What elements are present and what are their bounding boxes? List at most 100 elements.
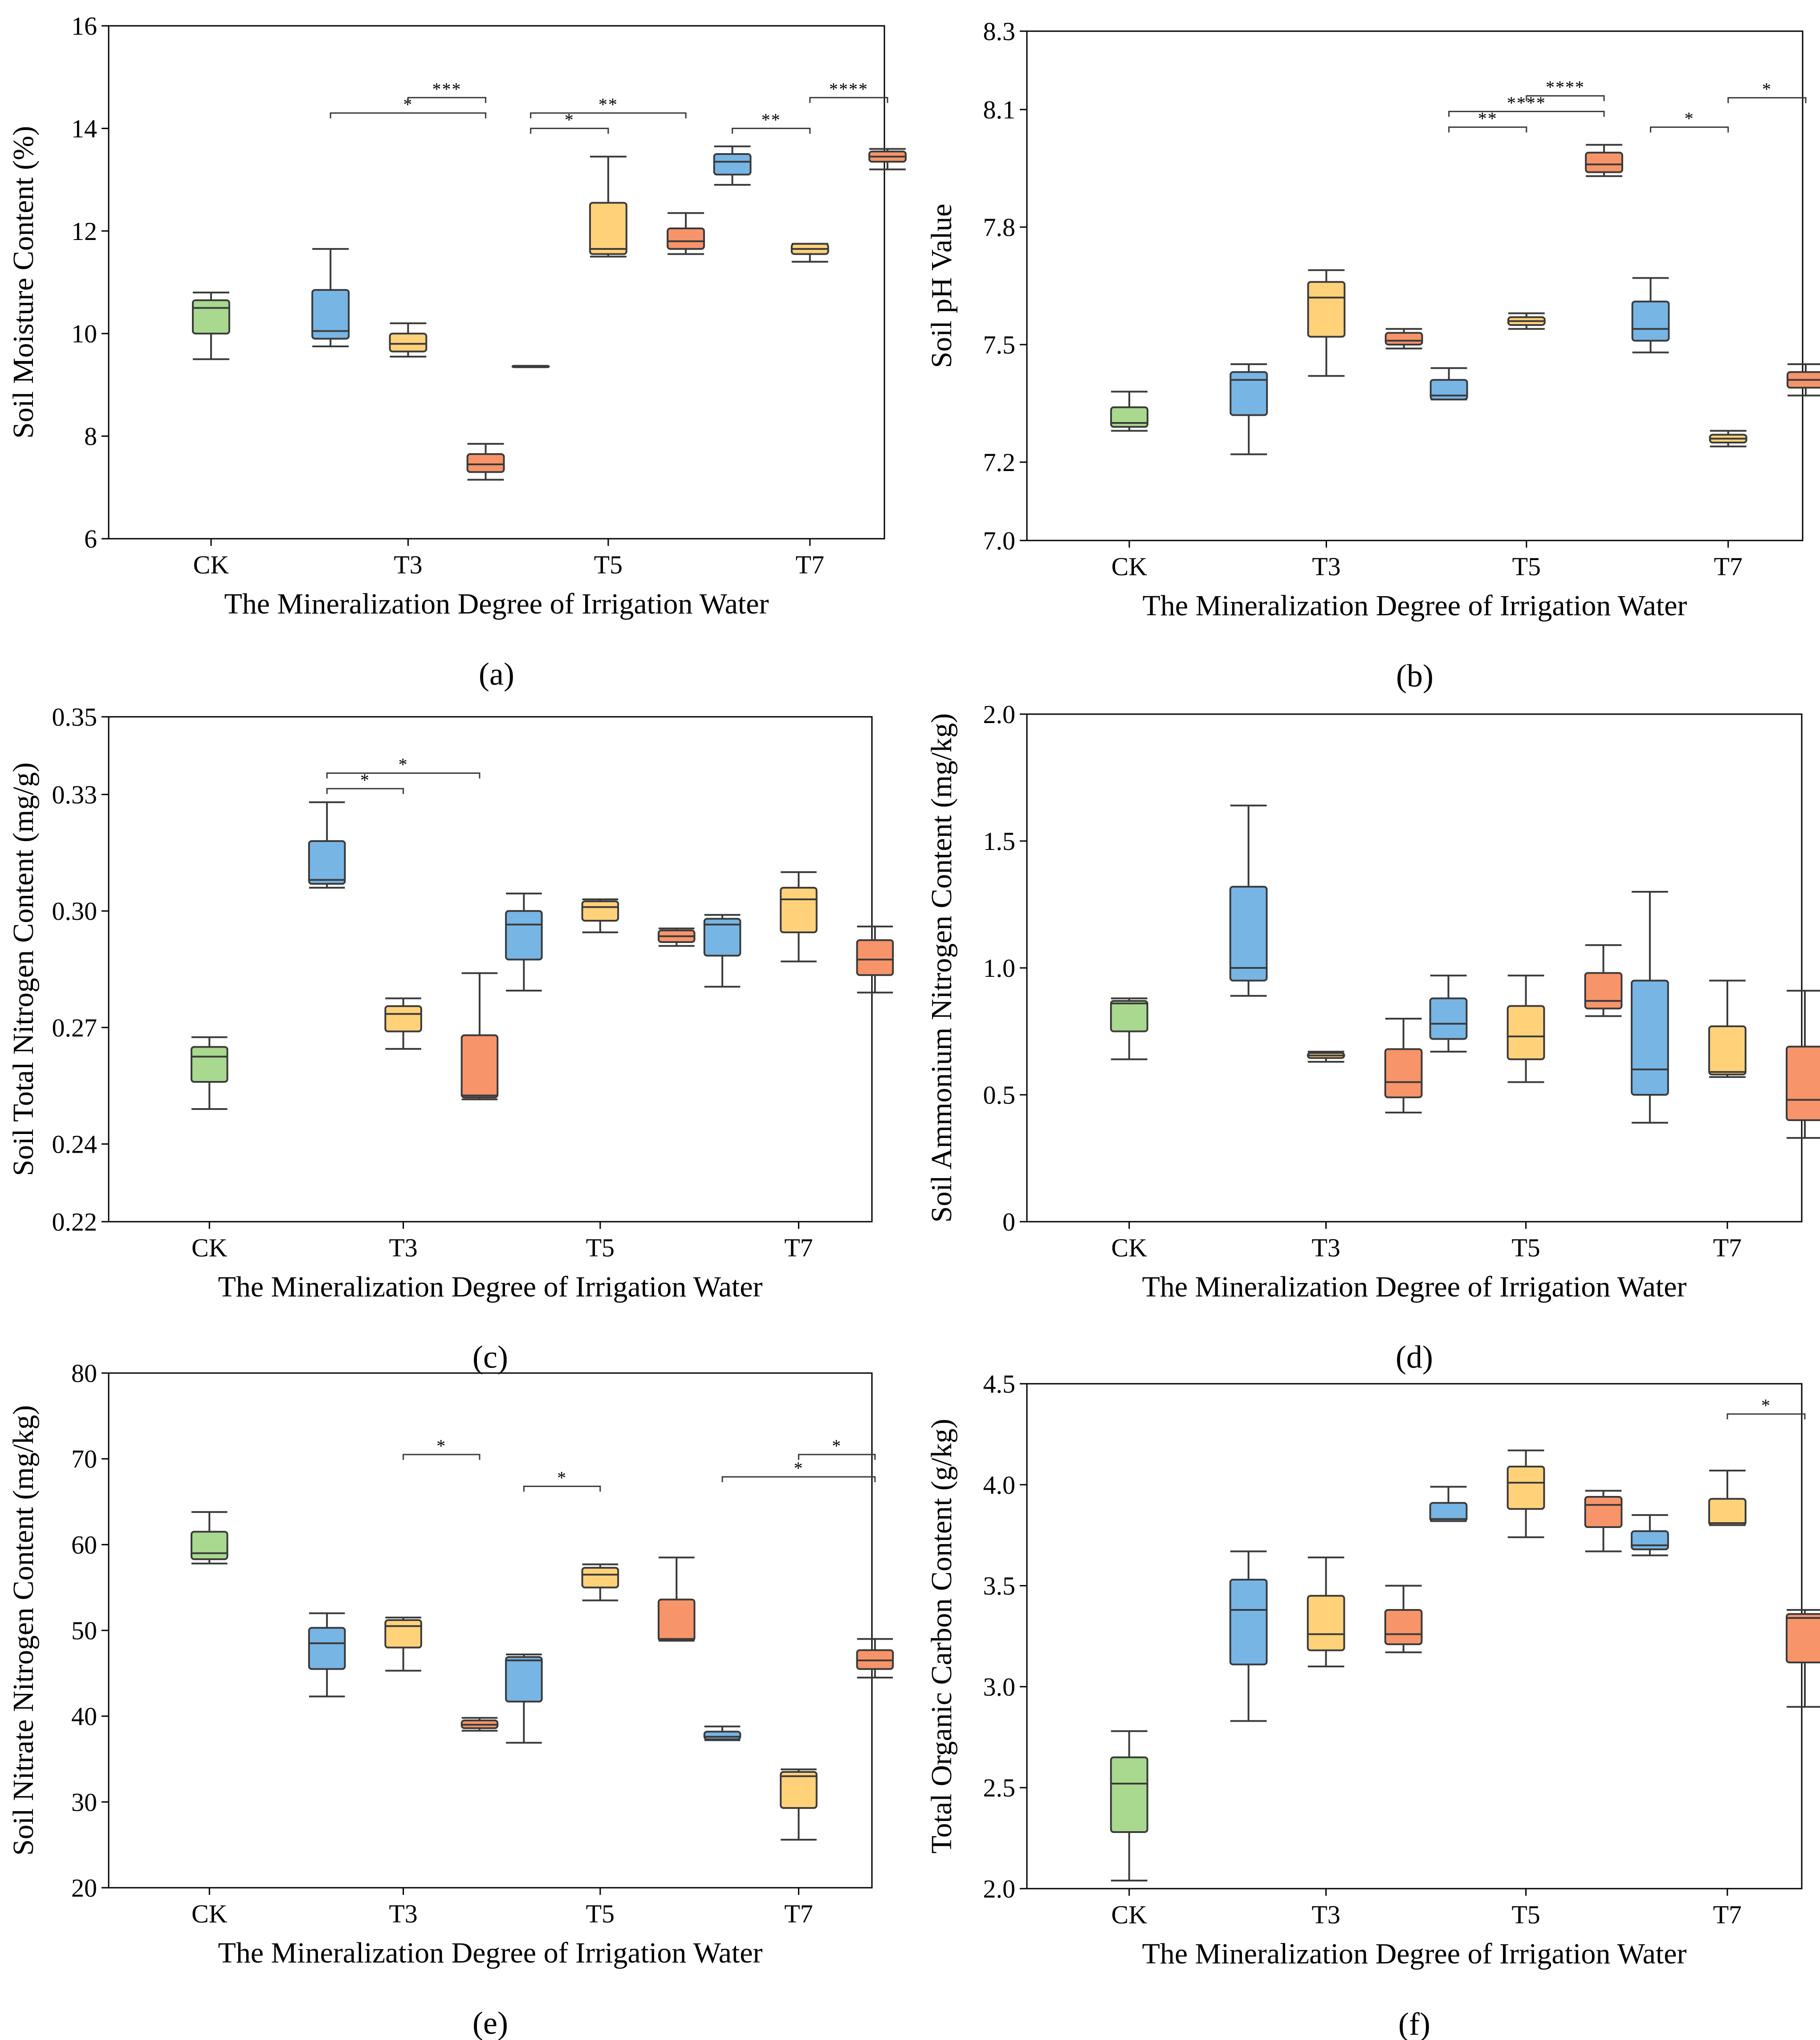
box-T5-S1 [511, 365, 550, 368]
bracket-line [1650, 126, 1729, 133]
panel-e: 20 30 40 50 60 70 80 CK T3 T5 T7 The Mineralization… [7, 1359, 894, 2040]
plot-frame [108, 25, 885, 540]
significance-label: * [1685, 109, 1694, 129]
box-body [460, 1034, 499, 1098]
y-tick-label: 4.0 [983, 1471, 1016, 1500]
box-T3-S1 [1229, 805, 1268, 997]
box-body [190, 1046, 228, 1083]
significance-label: * [565, 110, 574, 130]
box-body [1631, 979, 1669, 1096]
x-tick-label: CK [1111, 1900, 1147, 1929]
significance-bracket: ** [732, 110, 811, 134]
box-T7-S1 [713, 145, 752, 186]
bracket-line [798, 1454, 876, 1460]
box-T7-S3 [868, 148, 907, 171]
box-body [589, 202, 627, 255]
box-T7-S3 [856, 926, 894, 994]
box-T7-S2 [790, 243, 829, 263]
box-T3-S2 [389, 322, 428, 358]
y-axis-title: Soil Ammonium Nitrogen Content (mg/kg) [925, 713, 958, 1223]
box-body [1506, 1005, 1545, 1061]
plot-frame [1026, 30, 1804, 541]
box-body [581, 900, 619, 922]
box-T7-S3 [1786, 1609, 1820, 1708]
significance-bracket: * [721, 1458, 876, 1483]
significance-bracket: * [326, 770, 404, 794]
bracket-line [407, 97, 487, 103]
y-tick-label: 1.0 [983, 954, 1016, 983]
box-T5-S3 [1584, 1490, 1623, 1552]
y-tick-label: 7.5 [983, 330, 1016, 359]
box-body [505, 1656, 543, 1703]
box-T5-S2 [589, 155, 627, 258]
bracket-line [1448, 126, 1527, 133]
x-tick-label: CK [193, 550, 229, 579]
box-T5-S3 [657, 1556, 696, 1642]
significance-label: * [1761, 1395, 1771, 1415]
bracket-line [326, 772, 480, 779]
box-body [1506, 1465, 1545, 1510]
box-T5-S2 [581, 898, 619, 934]
y-tick-label: 20 [71, 1873, 97, 1902]
y-tick-label: 0.27 [52, 1013, 98, 1042]
significance-label: * [360, 770, 370, 790]
bracket-line [326, 788, 404, 794]
box-body [1110, 406, 1148, 428]
x-tick-label: T3 [389, 1899, 417, 1928]
box-T7-S2 [1708, 979, 1747, 1078]
x-tick-label: T3 [1312, 552, 1340, 581]
panel-d: 0 0.5 1.0 1.5 2.0 CK T3 T5 T7 The Mineralization … [925, 700, 1820, 1375]
x-tick-label: T7 [1713, 1233, 1742, 1262]
significance-bracket: * [330, 94, 487, 118]
box-T7-S2 [1709, 430, 1747, 447]
x-tick-label: CK [1112, 552, 1148, 581]
panel-b: 7.0 7.2 7.5 7.8 8.1 8.3 CK T3 T5 T7 The Mineraliza… [925, 17, 1820, 694]
x-tick-label: T7 [784, 1899, 813, 1928]
box-T3-S2 [1307, 269, 1346, 377]
box-T3-S2 [1307, 1051, 1345, 1063]
bracket-line [1726, 1413, 1806, 1420]
y-tick-label: 60 [71, 1530, 97, 1559]
panel-label: (a) [479, 656, 514, 692]
y-tick-label: 8.1 [983, 95, 1016, 124]
x-tick-label: T3 [1311, 1233, 1340, 1262]
x-tick-label: CK [191, 1233, 228, 1262]
x-axis-title: The Mineralization Degree of Irrigation … [1142, 1938, 1686, 1970]
box-T7-S3 [1786, 990, 1820, 1139]
significance-label: *** [432, 79, 462, 99]
y-tick-label: 0.30 [52, 897, 98, 926]
significance-label: **** [829, 79, 868, 99]
y-tick-label: 8 [84, 422, 97, 451]
bracket-line [732, 127, 811, 134]
x-axis-title: The Mineralization Degree of Irrigation … [218, 1271, 762, 1303]
x-tick-label: CK [1111, 1233, 1147, 1262]
box-T5-S2 [1506, 1449, 1545, 1538]
x-tick-label: T7 [796, 550, 824, 579]
y-tick-label: 4.5 [983, 1369, 1016, 1398]
significance-bracket: * [523, 1467, 601, 1492]
box-T5-S2 [581, 1563, 619, 1601]
x-tick-label: T7 [784, 1233, 813, 1262]
y-tick-label: 2.0 [983, 700, 1016, 729]
panel-label: (d) [1396, 1339, 1433, 1375]
significance-label: * [403, 94, 413, 114]
x-axis-title: The Mineralization Degree of Irrigation … [218, 1937, 762, 1969]
y-tick-label: 0.22 [52, 1207, 98, 1236]
box-T5-S1 [505, 892, 543, 992]
box-body [703, 918, 741, 957]
box-T3-S3 [1384, 328, 1423, 349]
x-tick-label: T5 [586, 1233, 615, 1262]
bracket-line [1727, 97, 1807, 103]
box-T5-S1 [1429, 975, 1468, 1053]
box-body [713, 153, 752, 176]
box-T3-S3 [460, 1717, 499, 1732]
box-body [856, 939, 894, 976]
panel-label: (f) [1398, 2006, 1430, 2040]
significance-bracket: * [1650, 109, 1729, 133]
box-T7-S2 [780, 1768, 818, 1841]
box-CK-CK [1110, 390, 1148, 432]
bracket-line [530, 127, 609, 134]
y-tick-label: 2.5 [983, 1773, 1016, 1802]
box-T3-S3 [1384, 1018, 1423, 1113]
box-body [780, 1771, 818, 1809]
